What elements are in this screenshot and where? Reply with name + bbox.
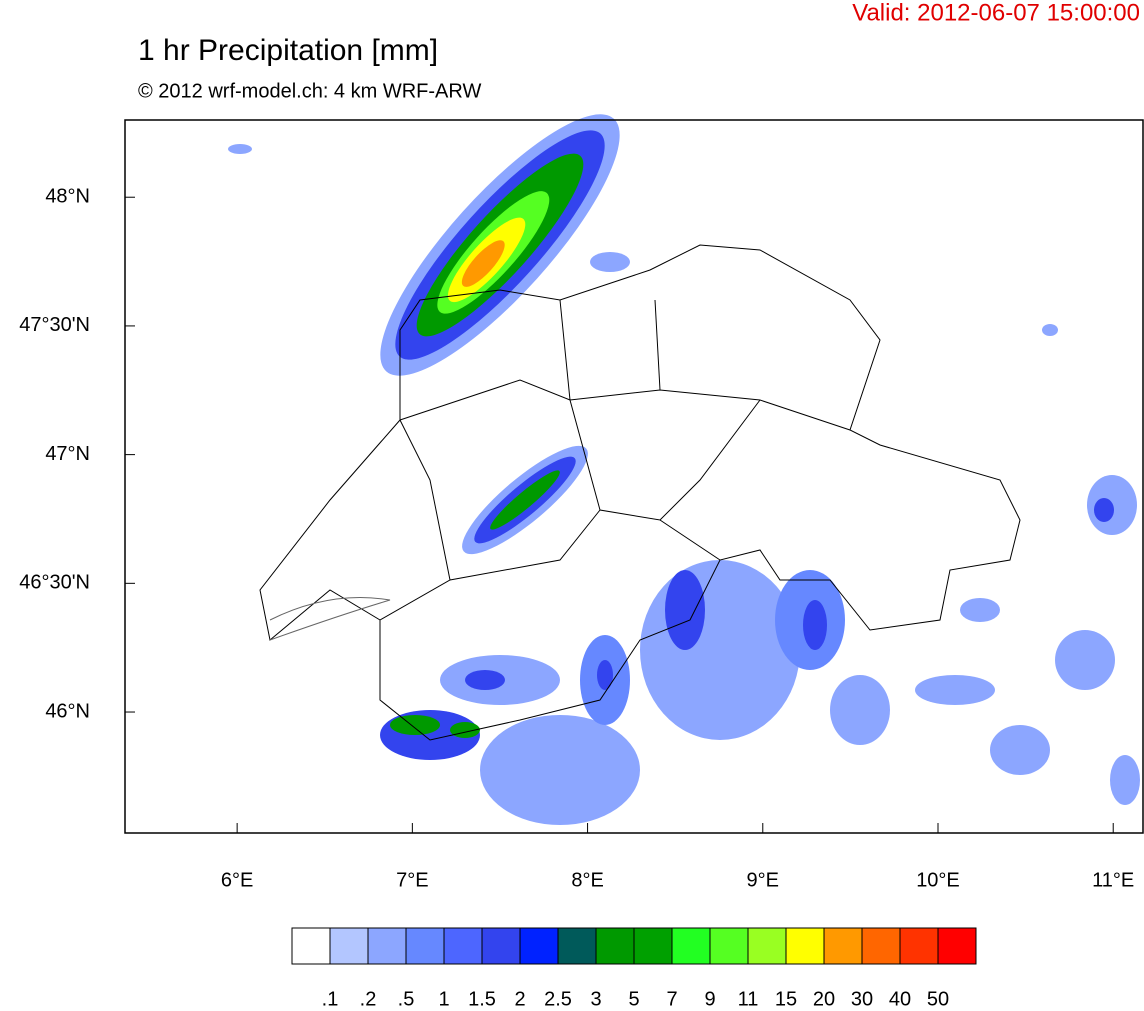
colorbar-label: 15 <box>775 988 797 1010</box>
colorbar-label: .5 <box>398 988 415 1010</box>
colorbar-label: 2.5 <box>544 988 572 1010</box>
colorbar-label: 50 <box>927 988 949 1010</box>
colorbar-box <box>899 927 939 965</box>
colorbar-box <box>481 927 521 965</box>
colorbar-box <box>557 927 597 965</box>
colorbar-label: 30 <box>851 988 873 1010</box>
x-tick-label: 9°E <box>747 869 779 891</box>
colorbar-box <box>519 927 559 965</box>
colorbar-label: 1.5 <box>468 988 496 1010</box>
precipitation <box>228 114 1140 825</box>
colorbar-box <box>595 927 635 965</box>
map-frame <box>124 119 1144 834</box>
x-tick-label: 6°E <box>221 869 253 891</box>
y-tick-label: 46°30'N <box>19 572 90 594</box>
colorbar-box <box>671 927 711 965</box>
subtitle: © 2012 wrf-model.ch: 4 km WRF-ARW <box>138 80 481 102</box>
colorbar-box <box>633 927 673 965</box>
colorbar-label: 1 <box>438 988 449 1010</box>
title: 1 hr Precipitation [mm] <box>138 34 438 67</box>
colorbar-label: 20 <box>813 988 835 1010</box>
colorbar-box <box>329 927 369 965</box>
colorbar-label: 7 <box>666 988 677 1010</box>
colorbar-box <box>405 927 445 965</box>
colorbar-box <box>443 927 483 965</box>
colorbar-label: 5 <box>628 988 639 1010</box>
colorbar-box <box>367 927 407 965</box>
y-tick-label: 47°N <box>45 443 90 465</box>
colorbar-label: 9 <box>704 988 715 1010</box>
colorbar-label: 3 <box>590 988 601 1010</box>
colorbar-box <box>709 927 749 965</box>
colorbar-box <box>291 927 331 965</box>
colorbar-box <box>747 927 787 965</box>
x-tick-label: 11°E <box>1092 869 1134 891</box>
colorbar-box <box>785 927 825 965</box>
y-tick-label: 47°30'N <box>19 314 90 336</box>
colorbar-label: .2 <box>360 988 377 1010</box>
x-tick-label: 7°E <box>396 869 428 891</box>
x-tick-label: 8°E <box>571 869 603 891</box>
colorbar-box <box>861 927 901 965</box>
colorbar-box <box>937 927 977 965</box>
colorbar-box <box>823 927 863 965</box>
colorbar-label: 11 <box>738 988 759 1010</box>
colorbar-label: 40 <box>889 988 911 1010</box>
x-tick-label: 10°E <box>916 869 960 891</box>
colorbar-label: .1 <box>322 988 339 1010</box>
y-tick-label: 48°N <box>45 186 90 208</box>
colorbar-label: 2 <box>514 988 525 1010</box>
y-tick-label: 46°N <box>45 700 90 722</box>
borders <box>259 244 1021 741</box>
valid-time: Valid: 2012-06-07 15:00:00 <box>852 0 1140 26</box>
